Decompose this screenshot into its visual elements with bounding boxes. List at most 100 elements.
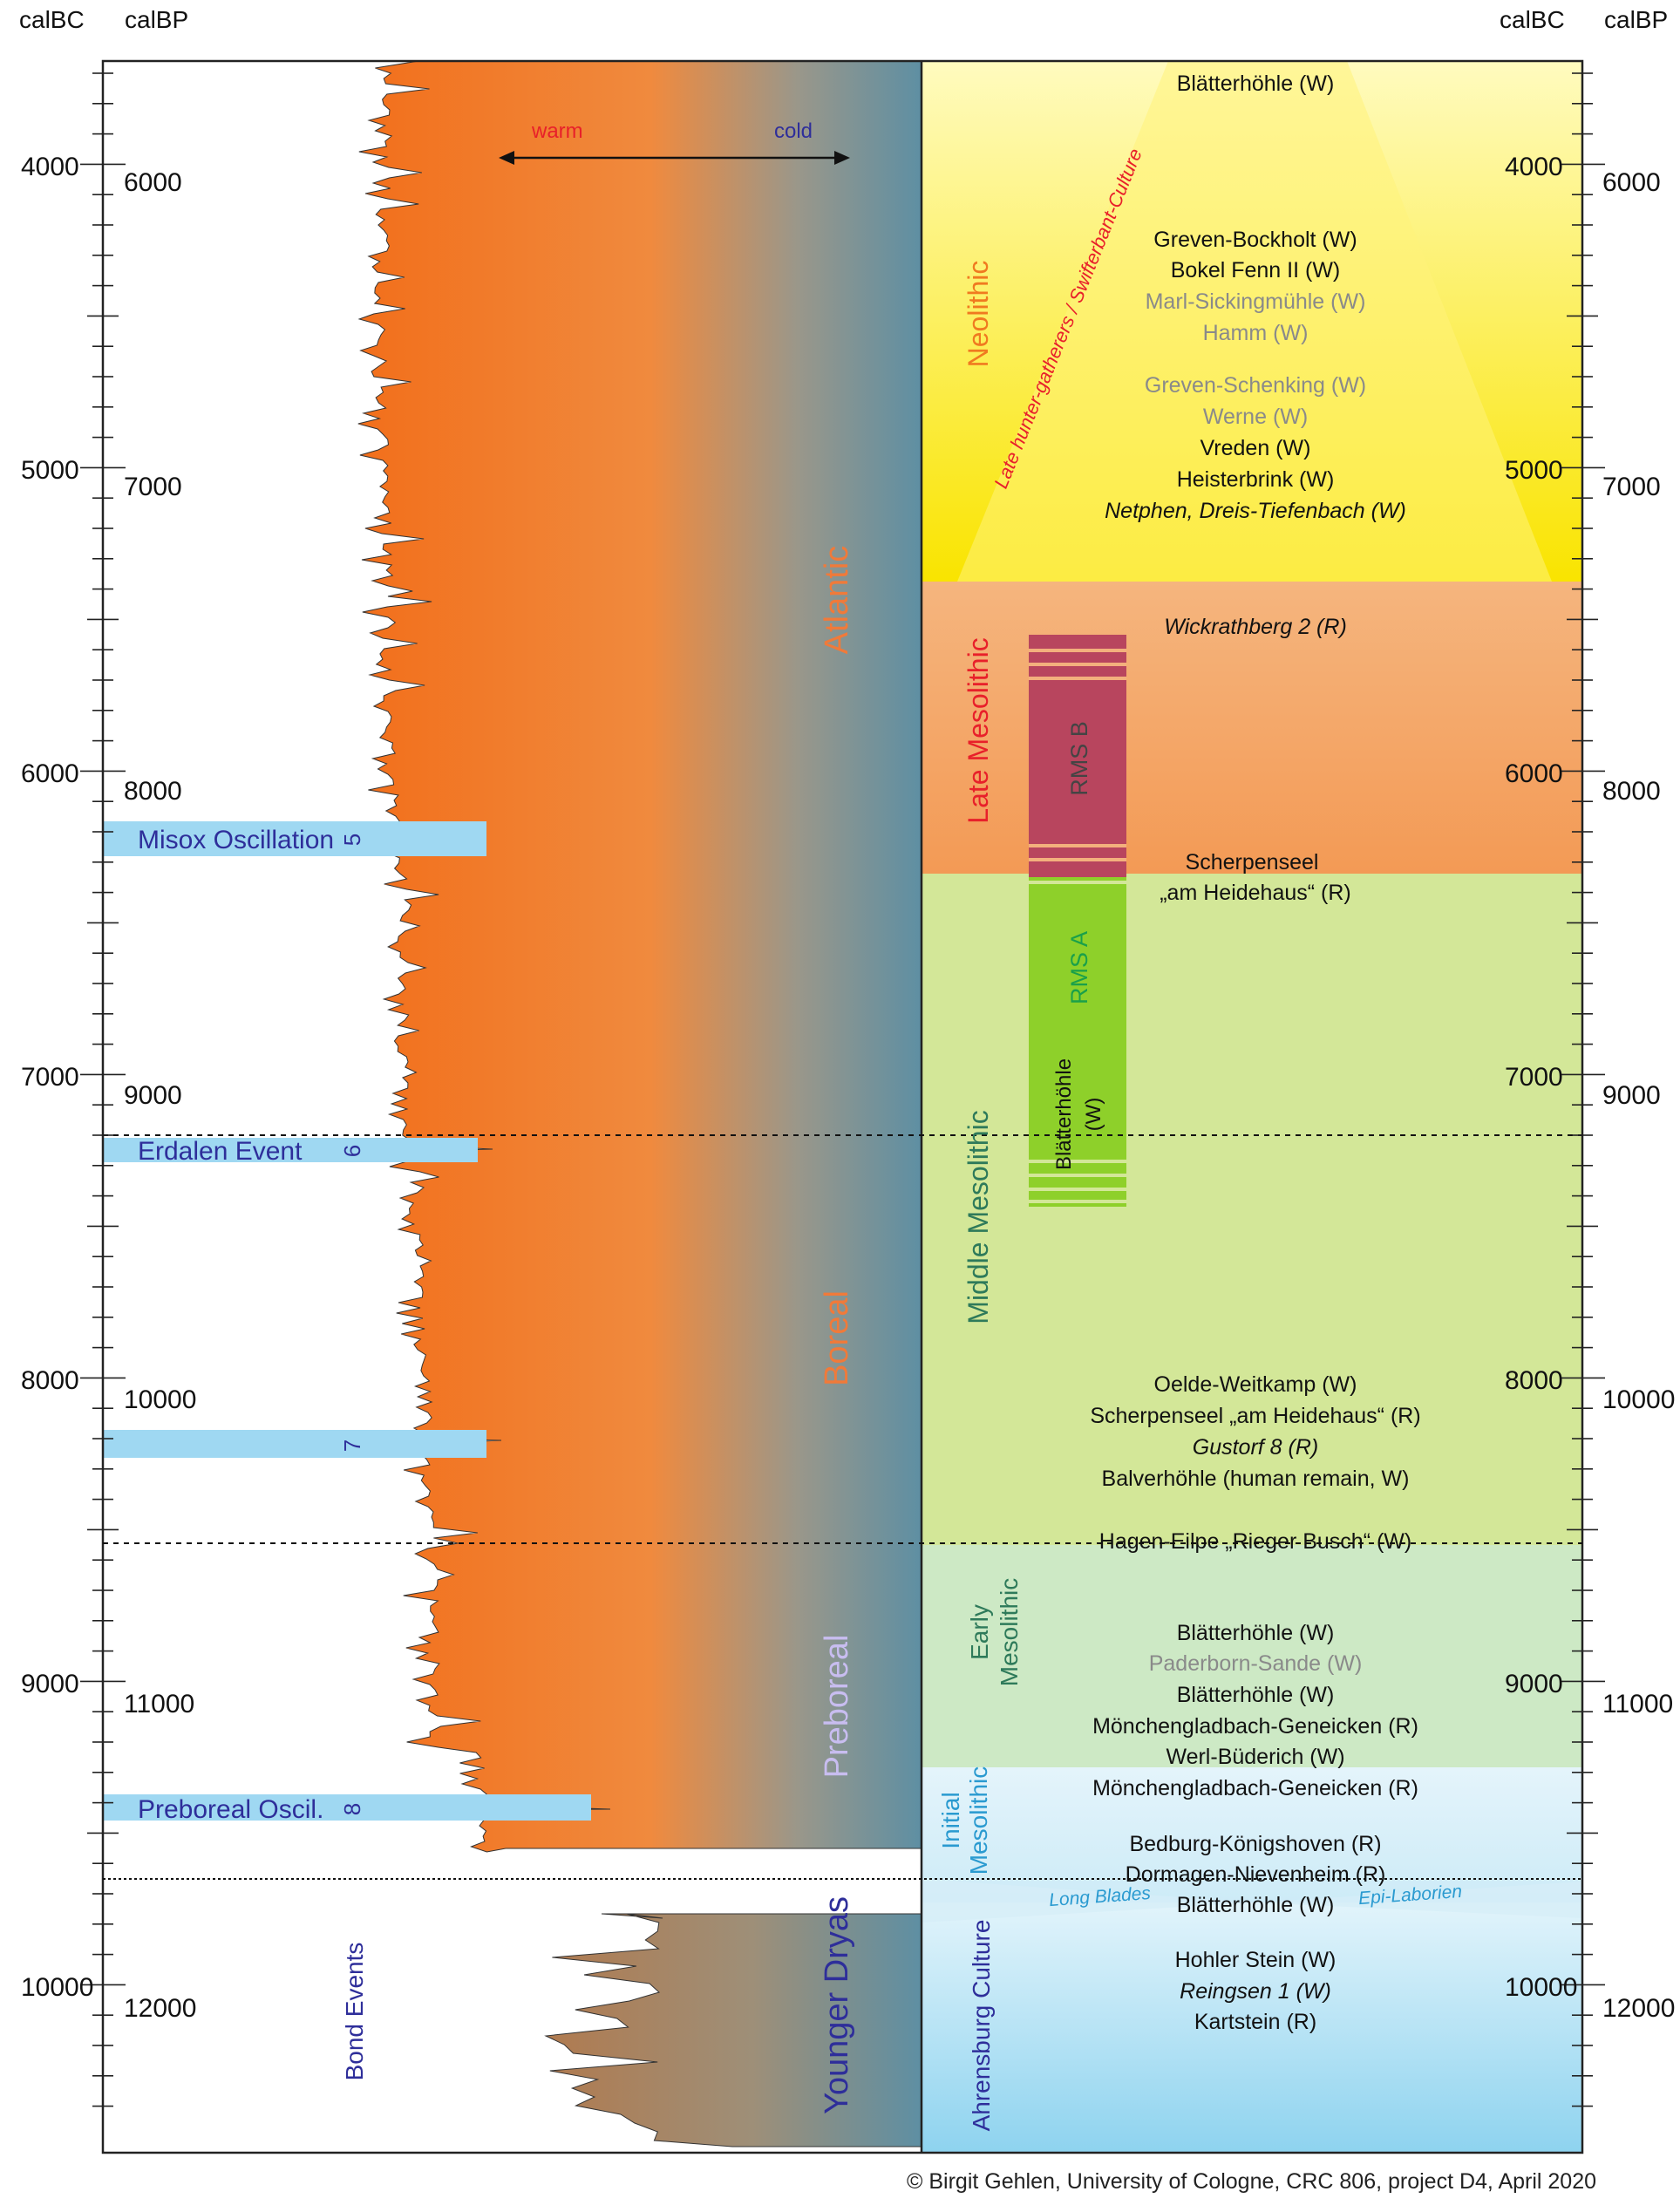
calbc-tick-label-left: 8000 (21, 1366, 79, 1395)
right-axis: 4000 5000 6000 7000 8000 9000 10000 6000 7000 800… (1505, 72, 1675, 2107)
bond-event-number: 7 (339, 1440, 365, 1452)
bond-event-name: Preboreal Oscil. (138, 1795, 323, 1824)
arrow-left-head-icon (499, 151, 514, 165)
calbc-tick-label-left: 5000 (21, 456, 79, 485)
header-calbp-right: calBP (1604, 6, 1668, 33)
site-label: Blätterhöhle (W) (1177, 1683, 1335, 1707)
climate-curve (357, 60, 922, 2147)
site-label: Netphen, Dreis-Tiefenbach (W) (1105, 499, 1406, 523)
site-label: Dormagen-Nievenheim (R) (1126, 1862, 1386, 1887)
bond-events-label: Bond Events (341, 1943, 368, 2081)
rms-b-label: RMS B (1066, 721, 1092, 796)
period-atlantic: Atlantic (819, 546, 855, 655)
site-label: Reingsen 1 (W) (1180, 1979, 1331, 2004)
bond-event-bar (103, 821, 486, 856)
calbp-tick-label-left: 7000 (124, 473, 182, 501)
culture-late-mesolithic: Late Mesolithic (962, 637, 994, 823)
site-label: Greven-Schenking (W) (1145, 373, 1366, 398)
rms-a-stripe (1029, 881, 1126, 884)
bond-event-bar (103, 1138, 478, 1162)
rms-a-stripe (1029, 1174, 1126, 1177)
site-label: Hagen-Eilpe „Rieger Busch“ (W) (1099, 1529, 1411, 1554)
culture-neolithic: Neolithic (962, 261, 994, 368)
site-label: Blätterhöhle (W) (1177, 71, 1335, 96)
outer-frame (101, 59, 1584, 2154)
calbc-tick-label-right: 5000 (1505, 456, 1563, 485)
site-labels: Blätterhöhle (W) Greven-Bockholt (W) Bokel… (1090, 71, 1420, 2034)
period-boreal: Boreal (819, 1290, 855, 1386)
culture-initial-mesolithic: InitialMesolithic (937, 1766, 992, 1875)
site-label: Gustorf 8 (R) (1193, 1435, 1318, 1460)
header-calbc-right: calBC (1500, 6, 1565, 33)
calbc-tick-label-left: 10000 (21, 1973, 93, 2002)
site-label: Kartstein (R) (1194, 2010, 1316, 2034)
site-label: Wickrathberg 2 (R) (1164, 615, 1347, 639)
bond-event-name: Misox Oscillation (138, 826, 334, 854)
calbp-tick-label-left: 8000 (124, 777, 182, 806)
site-label: Paderborn-Sande (W) (1149, 1651, 1363, 1676)
site-label: Bokel Fenn II (W) (1171, 258, 1341, 282)
left-axis: 4000 5000 6000 7000 8000 9000 10000 6000 7000 800… (21, 72, 196, 2107)
rms-b-stripe (1029, 649, 1126, 652)
site-label: Oelde-Weitkamp (W) (1154, 1372, 1357, 1397)
bond-event-bar (103, 1430, 486, 1458)
site-label: Scherpenseel „am Heidehaus“ (R) (1090, 1404, 1420, 1428)
header-calbp-left: calBP (125, 6, 188, 33)
culture-early-mesolithic: Early Mesolithic (966, 1578, 1023, 1686)
rms-a-stripe (1029, 1160, 1126, 1163)
site-label: Bedburg-Königshoven (R) (1129, 1832, 1381, 1856)
calbc-tick-label-left: 4000 (21, 153, 79, 181)
calbc-tick-label-right: 8000 (1505, 1366, 1563, 1395)
site-label: Mönchengladbach-Geneicken (R) (1092, 1776, 1418, 1800)
rms-blatterhohle-w: (W) (1082, 1098, 1105, 1132)
rms-blatterhohle-label: Blätterhöhle (1052, 1058, 1076, 1170)
rms-b-stripe (1029, 663, 1126, 666)
calbp-tick-label-left: 11000 (124, 1690, 194, 1719)
rms-b-stripe (1029, 844, 1126, 847)
calbp-tick-label-right: 7000 (1602, 473, 1661, 501)
calbp-tick-label-right: 8000 (1602, 777, 1661, 806)
site-label: Scherpenseel (1186, 850, 1319, 875)
calbc-tick-label-right: 10000 (1505, 1973, 1577, 2002)
culture-ahrensburg: Ahrensburg Culture (968, 1920, 995, 2132)
calbp-tick-label-right: 10000 (1602, 1385, 1675, 1414)
calbc-tick-label-right: 7000 (1505, 1063, 1563, 1092)
header-calbc-left: calBC (19, 6, 85, 33)
calbp-tick-label-right: 11000 (1602, 1690, 1673, 1719)
calbp-tick-label-left: 6000 (124, 168, 182, 197)
site-label: Balverhöhle (human remain, W) (1102, 1467, 1410, 1491)
early-mesolithic-zone (922, 1545, 1582, 1767)
site-label: Greven-Bockholt (W) (1153, 228, 1357, 252)
warm-curve (357, 60, 922, 1853)
transition-band (922, 1879, 1582, 1923)
rms-b-bar (1029, 635, 1126, 877)
calbp-tick-label-left: 12000 (124, 1994, 196, 2023)
site-label: Mönchengladbach-Geneicken (R) (1092, 1714, 1418, 1739)
rms-a-label: RMS A (1066, 931, 1092, 1004)
calbp-tick-label-left: 9000 (124, 1081, 182, 1110)
ahrensburg-zone (922, 1902, 1582, 2153)
rms-a-stripe (1029, 1188, 1126, 1191)
site-label: Heisterbrink (W) (1177, 467, 1335, 492)
site-label: Werne (W) (1203, 405, 1308, 429)
bond-event-number: 6 (339, 1145, 365, 1157)
rms-b-stripe (1029, 677, 1126, 680)
period-preboreal: Preboreal (819, 1635, 855, 1779)
bond-event-number: 5 (339, 834, 365, 846)
bond-event-name: Erdalen Event (138, 1137, 303, 1166)
calbc-tick-label-left: 9000 (21, 1670, 79, 1698)
younger-dryas-curve (544, 1913, 922, 2147)
bond-event-bar (103, 1794, 591, 1821)
initial-mesolithic-zone (922, 1767, 1582, 1902)
period-younger-dryas: Younger Dryas (819, 1896, 855, 2114)
calbc-tick-label-left: 6000 (21, 759, 79, 788)
site-label: „am Heidehaus“ (R) (1160, 881, 1351, 905)
rms-a-bar (1029, 877, 1126, 1207)
site-label: Blätterhöhle (W) (1177, 1893, 1335, 1917)
bond-events: Misox Oscillation 5 Erdalen Event 6 7 Prebore… (103, 821, 591, 1824)
bond-event-number: 8 (339, 1803, 365, 1815)
calbp-tick-label-right: 6000 (1602, 168, 1661, 197)
calbc-tick-label-left: 7000 (21, 1063, 79, 1092)
